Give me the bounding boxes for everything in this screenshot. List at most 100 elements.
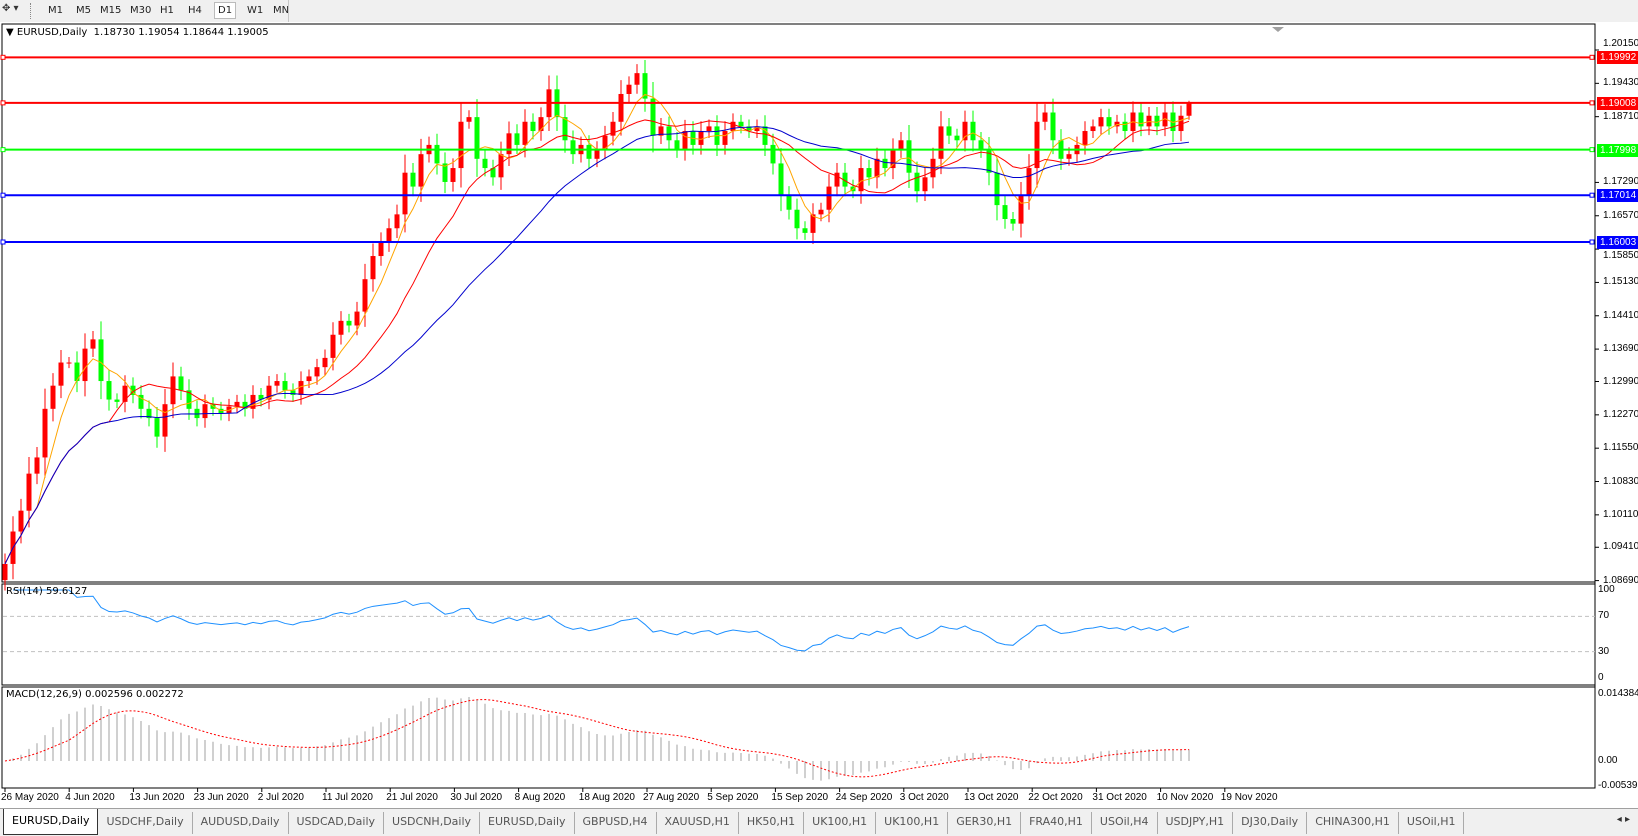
- candle-body: [1034, 121, 1040, 169]
- rsi-axis-label: 100: [1598, 584, 1615, 595]
- price-axis-label: 1.12990: [1603, 375, 1638, 387]
- line-anchor-handle[interactable]: [1589, 147, 1595, 153]
- chart-canvas[interactable]: [0, 0, 1638, 808]
- candle-body: [970, 121, 976, 141]
- candle-body: [98, 339, 104, 382]
- candle-body: [66, 362, 72, 364]
- line-anchor-handle[interactable]: [1589, 192, 1595, 198]
- candle-body: [698, 131, 704, 145]
- chart-tab[interactable]: USDJPY,H1: [1158, 812, 1234, 834]
- line-anchor-handle[interactable]: [0, 100, 6, 106]
- line-anchor-handle[interactable]: [0, 192, 6, 198]
- candle-body: [722, 131, 728, 145]
- candle-body: [2, 563, 8, 581]
- line-anchor-handle[interactable]: [0, 239, 6, 245]
- candle-body: [706, 126, 712, 132]
- candle-body: [34, 457, 40, 474]
- chart-tab[interactable]: XAUUSD,H1: [657, 812, 739, 834]
- price-line-tag: 1.19008: [1597, 96, 1638, 110]
- candle-body: [1138, 112, 1144, 127]
- price-axis-label: 1.13690: [1603, 343, 1638, 355]
- chart-tab[interactable]: AUDUSD,Daily: [193, 812, 289, 834]
- chart-tab[interactable]: DJ30,Daily: [1233, 812, 1308, 834]
- chart-tab[interactable]: GER30,H1: [948, 812, 1022, 834]
- line-anchor-handle[interactable]: [0, 54, 6, 60]
- chart-tab[interactable]: EURUSD,Daily: [3, 809, 99, 835]
- chart-tab[interactable]: FRA40,H1: [1021, 812, 1092, 834]
- timeframe-m1[interactable]: M1: [48, 5, 63, 16]
- tab-scroll-arrows-icon[interactable]: ◂ ▸: [1616, 814, 1630, 825]
- timeframe-mn[interactable]: MN: [273, 5, 290, 16]
- candle-body: [402, 172, 408, 215]
- candle-body: [650, 98, 656, 136]
- candle-body: [1162, 112, 1168, 127]
- chart-tab[interactable]: UK100,H1: [804, 812, 877, 834]
- price-line-tag: 1.19992: [1597, 51, 1638, 65]
- timeframe-m30[interactable]: M30: [130, 5, 152, 16]
- candle-body: [1170, 112, 1176, 132]
- candle-body: [514, 133, 520, 145]
- candle-body: [410, 172, 416, 187]
- chart-tab[interactable]: USOil,H1: [1399, 812, 1465, 834]
- price-axis-label: 1.12270: [1603, 408, 1638, 420]
- macd-pane-border: [1, 686, 1596, 789]
- line-anchor-handle[interactable]: [1589, 100, 1595, 106]
- chart-tab[interactable]: GBPUSD,H4: [575, 812, 657, 834]
- candle-body: [946, 126, 952, 136]
- candle-body: [394, 214, 400, 229]
- chart-window[interactable]: [0, 22, 1638, 808]
- candle-body: [794, 209, 800, 229]
- candle-body: [354, 311, 360, 326]
- date-axis-label: 27 Aug 2020: [643, 792, 700, 803]
- timeframe-h1[interactable]: H1: [160, 5, 174, 16]
- candle-body: [490, 168, 496, 178]
- price-axis-label: 1.11550: [1603, 442, 1638, 454]
- line-anchor-handle[interactable]: [1589, 54, 1595, 60]
- timeframe-m5[interactable]: M5: [76, 5, 91, 16]
- timeframe-m15[interactable]: M15: [100, 5, 122, 16]
- timeframe-d1[interactable]: D1: [214, 2, 237, 19]
- candle-body: [818, 209, 824, 215]
- candle-body: [810, 214, 816, 233]
- candle-body: [842, 172, 848, 187]
- chart-tab[interactable]: USDCNH,Daily: [384, 812, 481, 834]
- candle-body: [570, 140, 576, 155]
- candle-body: [506, 133, 512, 155]
- candle-body: [338, 320, 344, 335]
- chart-title: ▼ EURUSD,Daily 1.18730 1.19054 1.18644 1…: [6, 27, 269, 38]
- candle-body: [1082, 131, 1088, 145]
- timeframe-w1[interactable]: W1: [247, 5, 264, 16]
- candle-body: [954, 135, 960, 141]
- candle-body: [266, 385, 272, 400]
- chart-tab[interactable]: USOil,H4: [1092, 812, 1158, 834]
- candle-body: [50, 385, 56, 409]
- chart-tab[interactable]: UK100,H1: [876, 812, 949, 834]
- date-axis-label: 5 Sep 2020: [707, 792, 759, 803]
- chart-tab[interactable]: CHINA300,H1: [1307, 812, 1399, 834]
- date-axis-label: 3 Oct 2020: [899, 792, 949, 803]
- timeframe-h4[interactable]: H4: [188, 5, 202, 16]
- line-anchor-handle[interactable]: [1589, 239, 1595, 245]
- date-axis-label: 8 Aug 2020: [514, 792, 566, 803]
- price-axis-label: 1.10110: [1603, 508, 1638, 520]
- candle-body: [738, 121, 744, 127]
- line-anchor-handle[interactable]: [0, 147, 6, 153]
- date-axis-label: 30 Jul 2020: [450, 792, 503, 803]
- macd-axis-label: 0.00: [1598, 755, 1618, 766]
- crosshair-cursor-icon[interactable]: ✥ ▾: [2, 3, 19, 14]
- chart-dropdown-icon[interactable]: ▼: [6, 27, 17, 38]
- chart-shift-marker[interactable]: [1272, 27, 1284, 32]
- date-axis-label: 10 Nov 2020: [1156, 792, 1214, 803]
- chart-tab[interactable]: USDCAD,Daily: [289, 812, 385, 834]
- candle-body: [906, 140, 912, 173]
- date-axis-label: 22 Oct 2020: [1028, 792, 1083, 803]
- toolbar-grip: [30, 3, 33, 19]
- candle-body: [498, 154, 504, 178]
- candle-body: [122, 385, 128, 402]
- candle-body: [834, 172, 840, 187]
- candle-body: [682, 131, 688, 150]
- chart-tab[interactable]: HK50,H1: [739, 812, 805, 834]
- chart-tab[interactable]: USDCHF,Daily: [98, 812, 193, 834]
- chart-tab[interactable]: EURUSD,Daily: [480, 812, 575, 834]
- candle-body: [58, 362, 64, 386]
